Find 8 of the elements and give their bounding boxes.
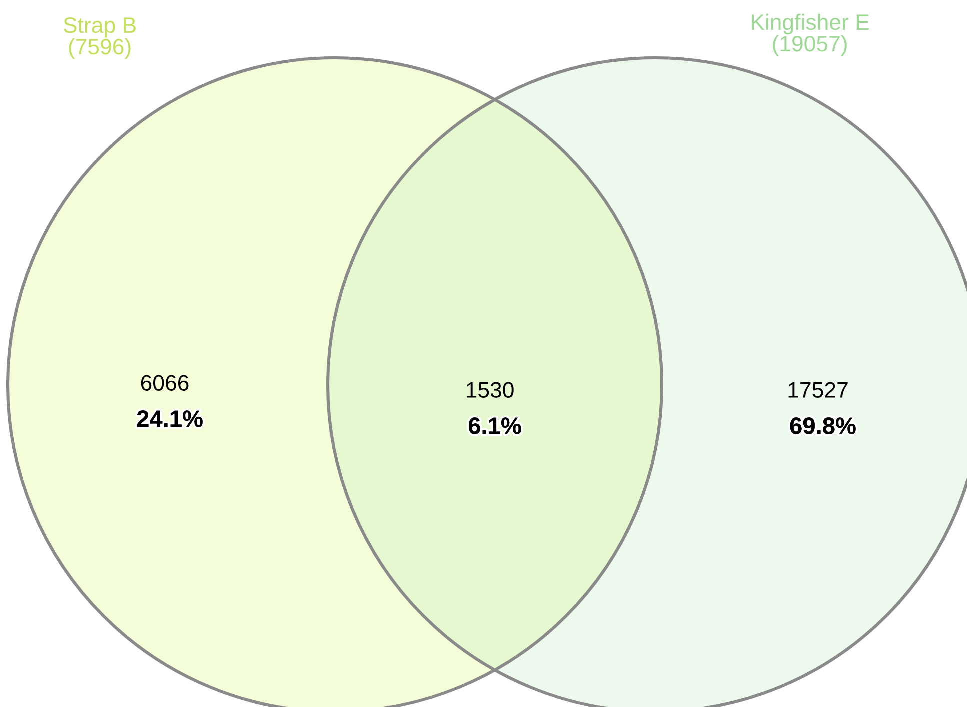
text: Kingfisher E (19057) (752, 14, 869, 56)
data-label: 1530 (466, 382, 514, 398)
text: Strap B (7596) (64, 17, 136, 60)
data-label: 17527 (788, 382, 848, 398)
text: 24.1% (137, 410, 203, 428)
data-label: 6066 (141, 375, 189, 391)
text: 6.1% (468, 418, 522, 434)
text: 69.8% (790, 418, 856, 434)
